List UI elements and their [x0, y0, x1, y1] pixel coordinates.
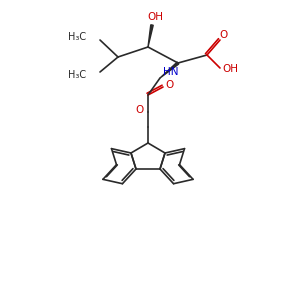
Text: OH: OH [147, 12, 163, 22]
Polygon shape [148, 25, 153, 47]
Text: H₃C: H₃C [68, 70, 86, 80]
Text: H₃C: H₃C [68, 32, 86, 42]
Text: HN: HN [163, 67, 178, 77]
Polygon shape [160, 62, 179, 78]
Text: O: O [136, 105, 144, 115]
Text: OH: OH [222, 64, 238, 74]
Text: O: O [220, 30, 228, 40]
Text: O: O [166, 80, 174, 90]
